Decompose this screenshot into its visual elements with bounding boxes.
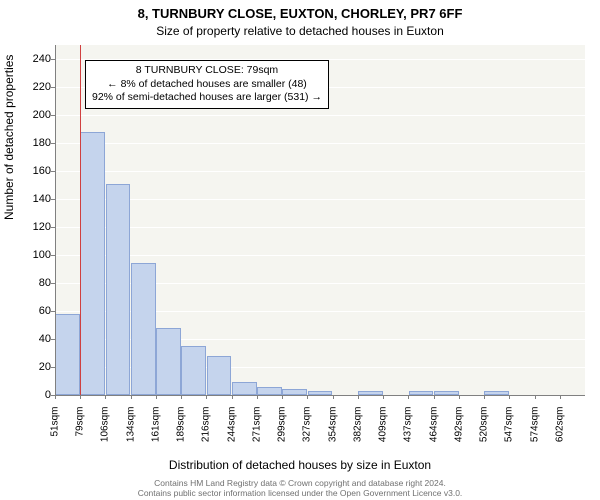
gridline-h	[55, 255, 585, 256]
histogram-bar	[181, 346, 206, 395]
y-tick-mark	[51, 87, 55, 88]
footer-attribution: Contains HM Land Registry data © Crown c…	[0, 479, 600, 498]
x-tick-mark	[105, 395, 106, 399]
x-tick-mark	[383, 395, 384, 399]
x-tick-label: 574sqm	[529, 407, 540, 447]
y-tick-label: 220	[33, 81, 51, 93]
y-axis-line	[55, 45, 56, 395]
x-tick-mark	[459, 395, 460, 399]
y-tick-label: 40	[39, 333, 51, 345]
histogram-bar	[156, 328, 181, 395]
x-tick-label: 79sqm	[75, 407, 86, 447]
x-tick-mark	[560, 395, 561, 399]
x-tick-mark	[509, 395, 510, 399]
y-axis-label: Number of detached properties	[2, 55, 16, 220]
x-tick-label: 602sqm	[554, 407, 565, 447]
y-tick-label: 60	[39, 305, 51, 317]
x-tick-mark	[232, 395, 233, 399]
x-tick-label: 51sqm	[50, 407, 61, 447]
y-tick-mark	[51, 367, 55, 368]
x-tick-mark	[80, 395, 81, 399]
x-tick-label: 354sqm	[327, 407, 338, 447]
x-tick-mark	[535, 395, 536, 399]
y-tick-label: 20	[39, 361, 51, 373]
x-tick-mark	[358, 395, 359, 399]
chart-title-main: 8, TURNBURY CLOSE, EUXTON, CHORLEY, PR7 …	[0, 6, 600, 21]
gridline-h	[55, 171, 585, 172]
x-tick-mark	[434, 395, 435, 399]
x-tick-mark	[307, 395, 308, 399]
x-tick-label: 134sqm	[125, 407, 136, 447]
histogram-bar	[232, 382, 257, 395]
x-tick-mark	[156, 395, 157, 399]
histogram-bar	[131, 263, 156, 395]
y-tick-label: 160	[33, 165, 51, 177]
x-tick-mark	[408, 395, 409, 399]
x-tick-label: 382sqm	[352, 407, 363, 447]
annotation-box: 8 TURNBURY CLOSE: 79sqm← 8% of detached …	[85, 60, 329, 109]
x-tick-mark	[333, 395, 334, 399]
x-tick-label: 547sqm	[504, 407, 515, 447]
y-tick-label: 80	[39, 277, 51, 289]
gridline-h	[55, 143, 585, 144]
annotation-line: 8 TURNBURY CLOSE: 79sqm	[92, 64, 322, 78]
x-tick-label: 464sqm	[428, 407, 439, 447]
x-tick-mark	[257, 395, 258, 399]
x-tick-label: 106sqm	[100, 407, 111, 447]
histogram-bar	[80, 132, 105, 395]
y-tick-mark	[51, 311, 55, 312]
x-tick-mark	[484, 395, 485, 399]
x-tick-label: 299sqm	[277, 407, 288, 447]
y-tick-mark	[51, 339, 55, 340]
y-tick-mark	[51, 115, 55, 116]
x-tick-mark	[206, 395, 207, 399]
y-tick-label: 140	[33, 193, 51, 205]
y-tick-label: 200	[33, 109, 51, 121]
property-size-histogram: 8, TURNBURY CLOSE, EUXTON, CHORLEY, PR7 …	[0, 0, 600, 500]
histogram-bar	[55, 314, 80, 395]
x-tick-label: 244sqm	[226, 407, 237, 447]
y-tick-label: 180	[33, 137, 51, 149]
gridline-h	[55, 115, 585, 116]
y-tick-label: 240	[33, 53, 51, 65]
y-tick-mark	[51, 255, 55, 256]
x-tick-label: 161sqm	[150, 407, 161, 447]
x-axis-line	[55, 395, 585, 396]
y-tick-mark	[51, 143, 55, 144]
gridline-h	[55, 199, 585, 200]
gridline-h	[55, 227, 585, 228]
y-tick-label: 120	[33, 221, 51, 233]
x-tick-mark	[181, 395, 182, 399]
annotation-line: 92% of semi-detached houses are larger (…	[92, 91, 322, 105]
x-tick-mark	[131, 395, 132, 399]
footer-line-2: Contains public sector information licen…	[0, 489, 600, 498]
y-tick-label: 100	[33, 249, 51, 261]
y-tick-mark	[51, 227, 55, 228]
chart-title-sub: Size of property relative to detached ho…	[0, 24, 600, 38]
x-tick-label: 437sqm	[403, 407, 414, 447]
x-tick-label: 216sqm	[201, 407, 212, 447]
x-tick-mark	[55, 395, 56, 399]
histogram-bar	[106, 184, 131, 395]
x-tick-label: 492sqm	[453, 407, 464, 447]
annotation-line: ← 8% of detached houses are smaller (48)	[92, 78, 322, 92]
histogram-bar	[207, 356, 232, 395]
y-tick-mark	[51, 171, 55, 172]
x-tick-label: 327sqm	[302, 407, 313, 447]
x-tick-label: 409sqm	[378, 407, 389, 447]
y-tick-mark	[51, 59, 55, 60]
histogram-bar	[257, 387, 282, 395]
reference-line	[80, 45, 81, 395]
x-tick-mark	[282, 395, 283, 399]
x-tick-label: 271sqm	[251, 407, 262, 447]
y-tick-mark	[51, 199, 55, 200]
x-tick-label: 189sqm	[176, 407, 187, 447]
x-tick-label: 520sqm	[479, 407, 490, 447]
x-axis-label: Distribution of detached houses by size …	[0, 458, 600, 472]
y-tick-mark	[51, 283, 55, 284]
